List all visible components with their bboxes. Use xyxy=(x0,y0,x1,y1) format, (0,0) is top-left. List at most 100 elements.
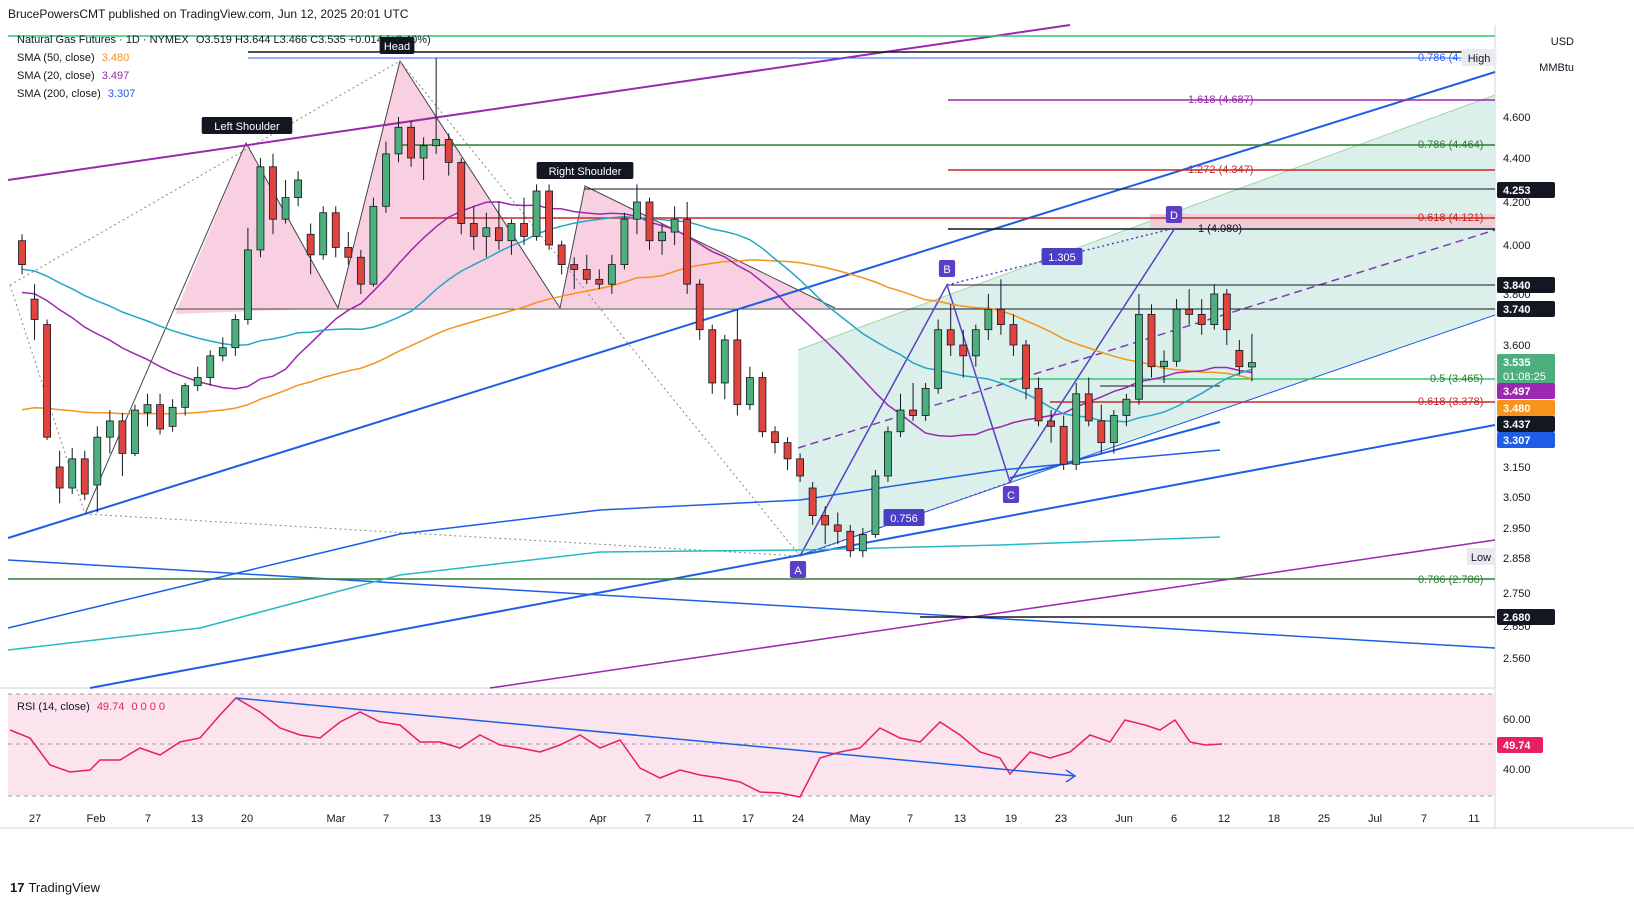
candle-body xyxy=(557,244,566,266)
candle-body xyxy=(771,431,779,443)
candle-body xyxy=(156,404,164,430)
price-label-bg xyxy=(1497,277,1555,293)
candle-body xyxy=(1122,398,1131,416)
candle-body xyxy=(695,283,704,331)
candle-body xyxy=(369,205,378,285)
candle-body xyxy=(758,377,767,433)
time-tick: 7 xyxy=(907,813,913,825)
candle-body xyxy=(1084,393,1093,422)
abcd-channel-fill xyxy=(798,95,1495,556)
abcd-channel-top xyxy=(797,94,1496,351)
price-tick: 2.560 xyxy=(1503,653,1531,665)
candle-body xyxy=(143,404,152,414)
rsi-last-label: 49.74 xyxy=(1503,740,1531,752)
candle-body xyxy=(344,247,353,258)
legend-sma20: SMA (20, close) 3.497 xyxy=(17,70,129,82)
candle-body xyxy=(532,190,541,237)
blue-trendline-falling xyxy=(7,559,1496,649)
time-tick: 6 xyxy=(1171,813,1177,825)
time-tick: 18 xyxy=(1268,813,1280,825)
candle-body xyxy=(1109,415,1118,444)
time-tick: 25 xyxy=(529,813,541,825)
sma50-value: 3.480 xyxy=(101,52,130,64)
high-tag: High xyxy=(1468,53,1491,65)
time-tick: 25 xyxy=(1318,813,1330,825)
time-tick: Jun xyxy=(1115,813,1133,825)
candle-body xyxy=(658,231,666,242)
time-tick: 20 xyxy=(241,813,253,825)
candle-body xyxy=(520,223,528,237)
fib-label-1: 1.618 (4.687) xyxy=(1188,94,1253,106)
left-shoulder-label: Left Shoulder xyxy=(214,121,280,133)
candle-body xyxy=(118,420,127,454)
time-tick: 7 xyxy=(1421,813,1427,825)
price-tick: 3.600 xyxy=(1503,340,1531,352)
candle-body xyxy=(18,240,26,265)
candle-body xyxy=(432,139,441,147)
candle-body xyxy=(821,515,830,526)
price-tick: 4.600 xyxy=(1503,112,1531,124)
price-tick: 3.150 xyxy=(1503,462,1531,474)
legend-rsi: RSI (14, close) 49.74 0 0 0 0 xyxy=(17,701,165,713)
candle-body xyxy=(30,298,39,320)
candle-body xyxy=(181,385,190,408)
candle-body xyxy=(595,278,604,285)
price-tick: 4.200 xyxy=(1503,197,1531,209)
price-tick: 4.400 xyxy=(1503,153,1531,165)
sma50-label: SMA (50, close) xyxy=(17,52,95,64)
candle-body xyxy=(281,197,290,220)
candle-body xyxy=(582,269,591,280)
rsi-last-bg xyxy=(1497,737,1543,753)
time-tick: Jul xyxy=(1368,813,1382,825)
candle-body xyxy=(1160,360,1168,368)
candle-body xyxy=(984,308,993,331)
candle-body xyxy=(469,223,478,237)
time-tick: 13 xyxy=(954,813,966,825)
abcd-bd-dotted xyxy=(946,227,1176,286)
candle-body xyxy=(382,153,390,207)
sma20-label: SMA (20, close) xyxy=(17,70,95,82)
brand-label: TradingView xyxy=(28,880,101,895)
time-tick: 27 xyxy=(29,813,41,825)
candle-body xyxy=(43,324,51,438)
candle-body xyxy=(193,377,202,387)
candle-body xyxy=(884,431,892,477)
price-label-level: 3.840 xyxy=(1503,280,1531,292)
candle-body xyxy=(494,227,503,242)
candle-body xyxy=(833,524,842,532)
price-label-level: 2.680 xyxy=(1503,612,1531,624)
point-c-label: C xyxy=(1007,490,1015,502)
candle-body xyxy=(206,355,215,378)
time-tick: 7 xyxy=(383,813,389,825)
sma20-value: 3.497 xyxy=(101,70,130,82)
ratio-ac-label-bg xyxy=(883,509,925,526)
price-label-bg xyxy=(1497,354,1555,384)
minor-blue-line xyxy=(1009,421,1221,479)
time-tick: Feb xyxy=(87,813,106,825)
candle-body xyxy=(105,420,114,438)
candle-body xyxy=(1147,313,1156,368)
candle-body xyxy=(783,442,792,460)
rsi-value: 49.74 xyxy=(96,701,125,713)
unit-label: MMBtu xyxy=(1539,62,1574,74)
tradingview-brand[interactable]: ᠎17 TradingView xyxy=(10,880,100,895)
candle-body xyxy=(482,227,491,237)
ratio-bd-label: 1.305 xyxy=(1048,252,1076,264)
candle-body xyxy=(507,223,516,242)
candle-body xyxy=(80,458,89,495)
sma200-value: 3.307 xyxy=(107,88,136,100)
candle-body xyxy=(808,487,817,517)
candle-body xyxy=(419,145,428,159)
candle-body xyxy=(356,256,365,285)
blue-long-curve xyxy=(7,449,1221,629)
candle-body xyxy=(1248,362,1256,368)
candle-body xyxy=(545,190,553,246)
time-tick: Apr xyxy=(589,813,606,825)
rsi-trendline xyxy=(235,697,1076,777)
candle-body xyxy=(1172,308,1181,362)
candle-body xyxy=(457,161,466,224)
time-tick: 11 xyxy=(1468,813,1479,825)
price-label-level: 3.740 xyxy=(1503,304,1531,316)
candle-body xyxy=(846,530,855,552)
